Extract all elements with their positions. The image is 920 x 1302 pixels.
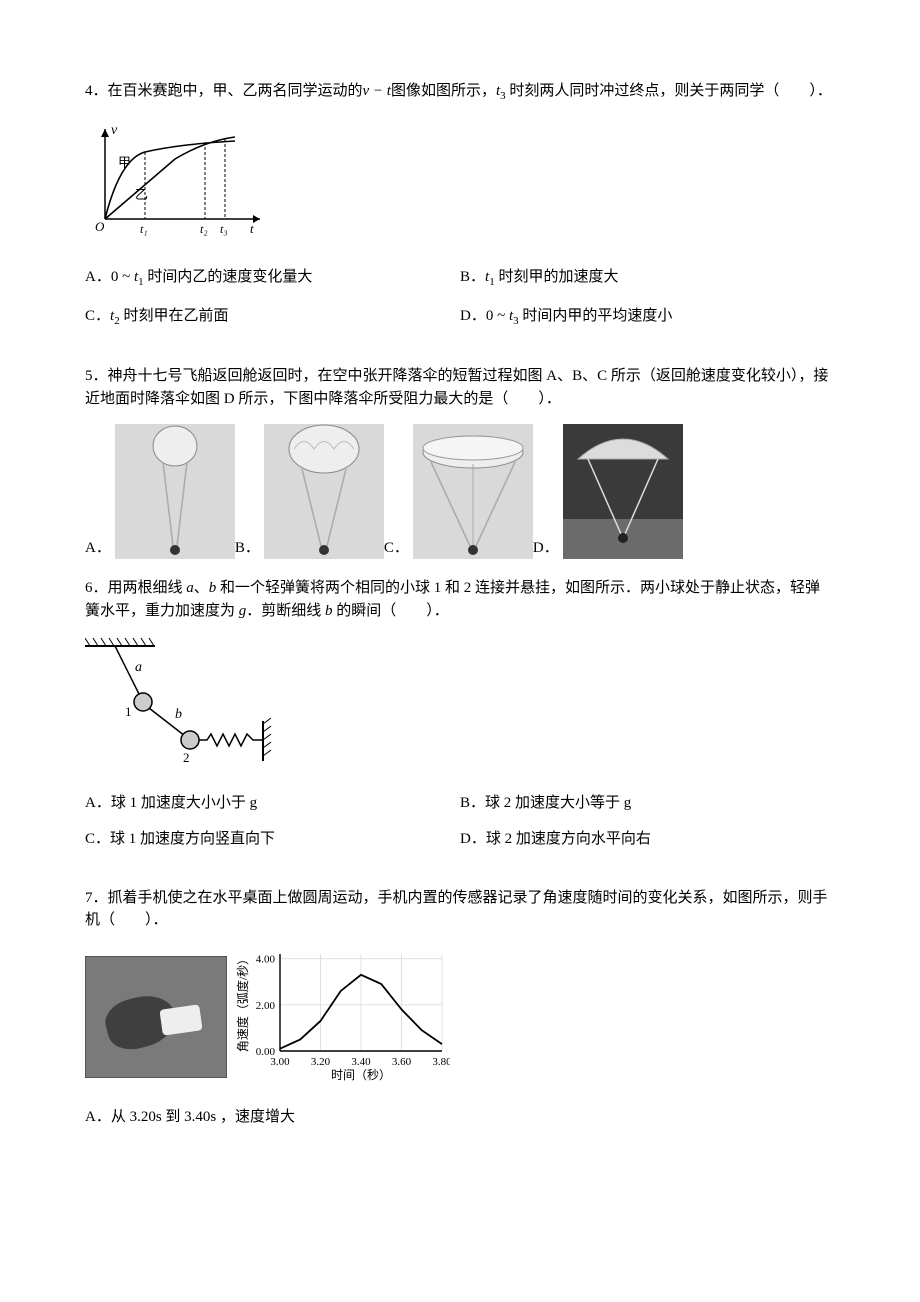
origin-label: O bbox=[95, 219, 105, 234]
q4-a-text: 时间内乙的速度变化量大 bbox=[147, 269, 312, 285]
q5-fig-d bbox=[563, 424, 683, 559]
q6-options: A．球 1 加速度大小小于 g B．球 2 加速度大小等于 g C．球 1 加速… bbox=[85, 792, 835, 865]
q4-graph: v 甲 乙 O t₁ t₂ t₃ t bbox=[85, 119, 835, 247]
q6-stem-a: 6．用两根细线 bbox=[85, 580, 186, 596]
q5-label-b: B． bbox=[235, 537, 260, 560]
q7-opt-a: A．从 3.20s 到 3.40s ，速度增大 bbox=[85, 1106, 835, 1129]
q4-stem-a: 4．在百米赛跑中，甲、乙两名同学运动的 bbox=[85, 83, 363, 99]
q6-svg: a 1 b 2 bbox=[85, 636, 295, 766]
q4-a-sub: 1 bbox=[138, 276, 144, 288]
q6-label-1: 1 bbox=[125, 704, 132, 719]
svg-text:4.00: 4.00 bbox=[256, 953, 276, 965]
q7-stem: 7．抓着手机使之在水平桌面上做圆周运动，手机内置的传感器记录了角速度随时间的变化… bbox=[85, 887, 835, 932]
phone-icon bbox=[159, 1004, 202, 1035]
q6-stem-e: 的瞬间（ ）． bbox=[333, 603, 449, 619]
q4-b-prefix: B． bbox=[460, 269, 485, 285]
q4-d-text: 时间内甲的平均速度小 bbox=[522, 308, 672, 324]
q6-diagram: a 1 b 2 bbox=[85, 636, 835, 774]
x-tick-t1: t₁ bbox=[140, 222, 148, 236]
q5-fig-b bbox=[264, 424, 384, 559]
q5-figures: A． B． C． D． bbox=[85, 424, 835, 559]
t3-sub: 3 bbox=[500, 90, 506, 102]
q4-c-text: 时刻甲在乙前面 bbox=[123, 308, 228, 324]
q4-d-sub: 3 bbox=[513, 315, 519, 327]
q6-opt-b: B．球 2 加速度大小等于 g bbox=[460, 792, 835, 815]
q6-opt-a: A．球 1 加速度大小小于 g bbox=[85, 792, 460, 815]
q4-stem-b: 图像如图所示， bbox=[391, 83, 496, 99]
vt-graph-svg: v 甲 乙 O t₁ t₂ t₃ t bbox=[85, 119, 275, 239]
q5-stem: 5．神舟十七号飞船返回舱返回时，在空中张开降落伞的短暂过程如图 A、B、C 所示… bbox=[85, 365, 835, 410]
q6-opt-c: C．球 1 加速度方向竖直向下 bbox=[85, 828, 460, 851]
svg-text:0.00: 0.00 bbox=[256, 1046, 276, 1058]
q4-stem-c: 时刻两人同时冲过终点，则关于两同学（ ）． bbox=[509, 83, 832, 99]
svg-text:3.60: 3.60 bbox=[392, 1056, 412, 1068]
q6-stem: 6．用两根细线 a、b 和一个轻弹簧将两个相同的小球 1 和 2 连接并悬挂，如… bbox=[85, 577, 835, 622]
svg-text:3.20: 3.20 bbox=[311, 1056, 331, 1068]
q6-stem-b: 、 bbox=[194, 580, 209, 596]
q5-label-c: C． bbox=[384, 537, 409, 560]
q5-label-d: D． bbox=[533, 537, 559, 560]
q4-options: A．0 ~ t1 时间内乙的速度变化量大 B．t1 时刻甲的加速度大 C．t2 … bbox=[85, 266, 835, 343]
q4-a-prefix: A．0 ~ bbox=[85, 269, 134, 285]
q4-c-sub: 2 bbox=[114, 315, 120, 327]
q4-b-sub: 1 bbox=[489, 276, 495, 288]
q4-stem: 4．在百米赛跑中，甲、乙两名同学运动的v − t图像如图所示，t3 时刻两人同时… bbox=[85, 80, 835, 105]
q4-c-prefix: C． bbox=[85, 308, 110, 324]
svg-text:时间（秒）: 时间（秒） bbox=[331, 1068, 391, 1081]
curve-label-jia: 甲 bbox=[118, 155, 131, 170]
q6-label-b: b bbox=[175, 707, 182, 722]
q5-label-a: A． bbox=[85, 537, 111, 560]
q7-figure: 3.003.203.403.603.800.002.004.00时间（秒）角速度… bbox=[85, 946, 835, 1089]
svg-text:2.00: 2.00 bbox=[256, 999, 276, 1011]
q5-fig-a bbox=[115, 424, 235, 559]
q5-fig-c bbox=[413, 424, 533, 559]
q7-photo bbox=[85, 956, 227, 1078]
q6-var-b2: b bbox=[325, 603, 333, 619]
q4-d-prefix: D．0 ~ bbox=[460, 308, 509, 324]
x-tick-t2: t₂ bbox=[200, 222, 208, 236]
y-axis-label: v bbox=[111, 123, 118, 138]
q4-opt-d: D．0 ~ t3 时间内甲的平均速度小 bbox=[460, 305, 835, 330]
svg-text:角速度（弧度/秒）: 角速度（弧度/秒） bbox=[235, 952, 250, 1051]
q4-opt-c: C．t2 时刻甲在乙前面 bbox=[85, 305, 460, 330]
q4-b-text: 时刻甲的加速度大 bbox=[498, 269, 618, 285]
x-tick-t3: t₃ bbox=[220, 222, 228, 236]
q4-opt-b: B．t1 时刻甲的加速度大 bbox=[460, 266, 835, 291]
q6-opt-d: D．球 2 加速度方向水平向右 bbox=[460, 828, 835, 851]
q6-var-a1: a bbox=[186, 580, 194, 596]
vt-symbol: v − t bbox=[363, 83, 391, 99]
q4-opt-a: A．0 ~ t1 时间内乙的速度变化量大 bbox=[85, 266, 460, 291]
q6-label-2: 2 bbox=[183, 750, 190, 765]
q6-stem-d: ．剪断细线 bbox=[246, 603, 325, 619]
svg-text:3.80: 3.80 bbox=[432, 1056, 450, 1068]
x-axis-label: t bbox=[250, 221, 254, 236]
svg-text:3.40: 3.40 bbox=[351, 1056, 371, 1068]
q7-chart-svg: 3.003.203.403.603.800.002.004.00时间（秒）角速度… bbox=[235, 946, 450, 1081]
q7-chart: 3.003.203.403.603.800.002.004.00时间（秒）角速度… bbox=[235, 946, 450, 1089]
curve-label-yi: 乙 bbox=[135, 187, 148, 202]
q6-label-a: a bbox=[135, 660, 142, 675]
